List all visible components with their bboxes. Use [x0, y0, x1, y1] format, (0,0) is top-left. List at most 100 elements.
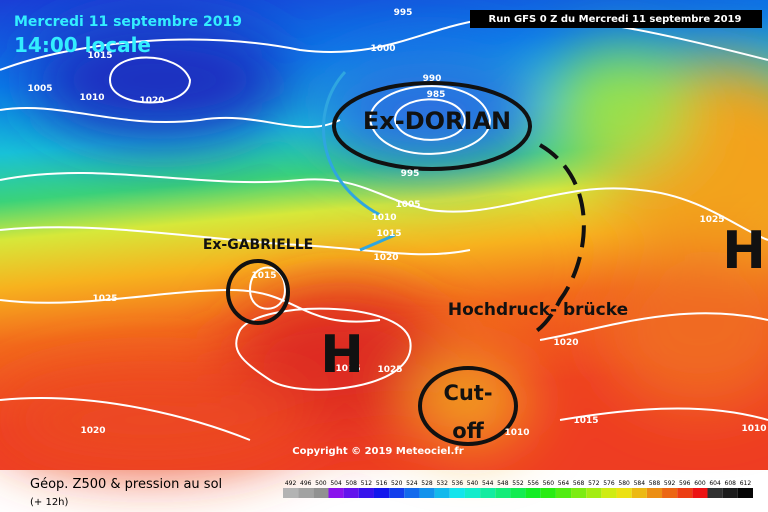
scale-cell: [419, 488, 435, 498]
scale-label: 512: [361, 480, 373, 487]
scale-label: 500: [315, 480, 327, 487]
scale-label: 564: [558, 480, 570, 487]
scale-cell: [737, 488, 753, 498]
isobar-label: 1025: [699, 215, 724, 225]
annotation: Ex-GABRIELLE: [203, 237, 313, 253]
run-box: [470, 10, 762, 28]
annotation: H: [722, 221, 766, 281]
scale-cell: [692, 488, 708, 498]
scale-label: 548: [497, 480, 509, 487]
isobar-label: 1000: [370, 44, 395, 54]
scale-label: 556: [527, 480, 539, 487]
scale-label: 596: [679, 480, 691, 487]
copyright: Copyright © 2019 Meteociel.fr: [292, 446, 463, 457]
annotation: Hochdruck- brücke: [448, 300, 628, 320]
scale-cell: [389, 488, 405, 498]
isobar-label: 990: [423, 74, 442, 84]
scale-label: 504: [330, 480, 342, 487]
front: [322, 70, 396, 252]
scale-label: 508: [345, 480, 357, 487]
scale-cell: [601, 488, 617, 498]
scale-cell: [662, 488, 678, 498]
scale-cell: [646, 488, 663, 498]
scale-label: 524: [406, 480, 418, 487]
annotation: Ex-DORIAN: [363, 107, 511, 135]
isobar-label: 1020: [373, 253, 398, 263]
scale-cell: [722, 488, 738, 498]
isobar-label: 1015: [251, 271, 276, 281]
color-scale: 492 496 500 504 508 512 516 520 524 528 532 536 540 5…: [283, 480, 753, 498]
run-info: Run GFS 0 Z du Mercredi 11 septembre 201…: [489, 14, 742, 25]
annotation: off: [452, 419, 484, 443]
scale-cell: [540, 488, 556, 498]
scale-cell: [510, 488, 526, 498]
scale-label: 560: [543, 480, 555, 487]
scale-cell: [373, 488, 390, 498]
scale-cell: [555, 488, 572, 498]
scale-cell: [464, 488, 481, 498]
scale-label: 516: [376, 480, 388, 487]
isobar-label: 995: [401, 169, 420, 179]
isobar-label: 1020: [80, 426, 105, 436]
isobar-label: 995: [394, 8, 413, 18]
scale-label: 492: [285, 480, 297, 487]
scale-label: 496: [300, 480, 312, 487]
date: Mercredi 11 septembre 2019: [14, 14, 242, 30]
scale-cell: [313, 488, 329, 498]
scale-cell: [298, 488, 314, 498]
scale-label: 528: [421, 480, 433, 487]
isobars: [0, 16, 768, 441]
scale-label: 536: [452, 480, 464, 487]
isobar-label: 1015: [335, 364, 360, 374]
scale-label: 604: [709, 480, 721, 487]
scale-cell: [707, 488, 723, 498]
scale-cell: [283, 488, 299, 498]
scale-cell: [328, 488, 344, 498]
isobar-label: 1025: [92, 294, 117, 304]
scale-cell: [677, 488, 693, 498]
annotation: Cut-: [443, 381, 492, 405]
scale-label: 592: [664, 480, 676, 487]
isobar-label: 1015: [87, 51, 112, 61]
isobar-label: 1020: [553, 338, 578, 348]
isobar-label: 1015: [376, 229, 401, 239]
scale-label: 568: [573, 480, 585, 487]
scale-cell: [571, 488, 587, 498]
lead-time: (+ 12h): [30, 497, 69, 508]
scale-cell: [358, 488, 374, 498]
scale-label: 532: [436, 480, 448, 487]
scale-label: 544: [482, 480, 494, 487]
scale-label: 584: [634, 480, 646, 487]
scale-label: 580: [618, 480, 630, 487]
scale-label: 540: [467, 480, 479, 487]
scale-label: 520: [391, 480, 403, 487]
isobar-label: 1010: [371, 213, 396, 223]
scale-cell: [616, 488, 632, 498]
isobar-label: 985: [427, 90, 446, 100]
scale-cell: [449, 488, 465, 498]
scale-label: 608: [725, 480, 737, 487]
scale-cell: [631, 488, 647, 498]
scale-label: 572: [588, 480, 600, 487]
scale-label: 588: [649, 480, 661, 487]
scale-cell: [525, 488, 541, 498]
annotation: H: [320, 325, 364, 385]
scale-label: 552: [512, 480, 524, 487]
scale-cell: [480, 488, 496, 498]
isobar-label: 1005: [395, 200, 420, 210]
scale-cell: [586, 488, 602, 498]
scale-label: 612: [740, 480, 752, 487]
legend-title: Géop. Z500 & pression au sol: [30, 477, 222, 492]
isobar-label: 1010: [741, 424, 766, 434]
annotation-shapes: [226, 81, 586, 446]
isobar-label: 1005: [27, 84, 52, 94]
scale-cell: [404, 488, 420, 498]
scale-cell: [495, 488, 511, 498]
scale-label: 576: [603, 480, 615, 487]
scale-cell: [343, 488, 359, 498]
isobar-labels: 995 1000 1015 1005 1010 1020 990 985 995 1005 1010…: [27, 8, 766, 438]
isobar-label: 1020: [139, 96, 164, 106]
scale-cell: [434, 488, 450, 498]
